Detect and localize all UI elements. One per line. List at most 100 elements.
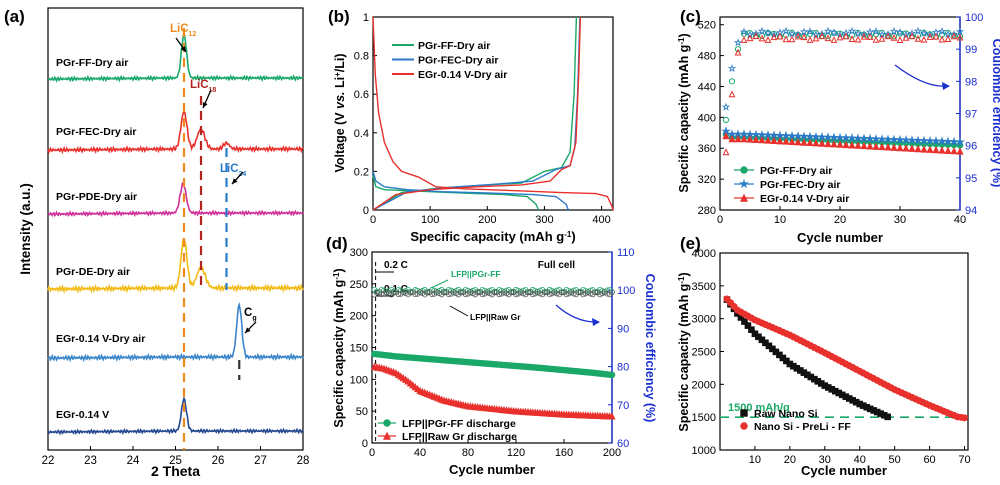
series-label: EGr-0.14 V-Dry air bbox=[56, 333, 145, 345]
y-tick-label: 0.4 bbox=[354, 128, 369, 140]
y2-tick-label: 95 bbox=[965, 173, 977, 185]
x-tick-label: 28 bbox=[297, 455, 310, 467]
capacity-point bbox=[608, 412, 616, 420]
label-pointer bbox=[430, 279, 449, 289]
efficiency-point bbox=[848, 35, 856, 43]
y-tick-label: 300 bbox=[350, 247, 368, 259]
xrd-trace bbox=[47, 32, 304, 83]
efficiency-point bbox=[491, 289, 498, 296]
efficiency-point bbox=[757, 26, 767, 35]
capacity-point bbox=[908, 144, 916, 152]
efficiency-point bbox=[462, 291, 469, 298]
x-axis-label: Cycle number bbox=[801, 463, 887, 478]
capacity-point bbox=[806, 138, 814, 147]
capacity-point bbox=[800, 138, 808, 146]
efficiency-point bbox=[872, 35, 880, 43]
y2-tick-label: 110 bbox=[617, 247, 635, 259]
y-tick-label: 100 bbox=[350, 374, 368, 386]
capacity-point bbox=[740, 135, 748, 143]
efficiency-point bbox=[609, 289, 615, 296]
arrow-head bbox=[245, 327, 251, 333]
discharge-curve bbox=[372, 16, 614, 211]
efficiency-point bbox=[842, 32, 850, 40]
efficiency-point bbox=[884, 32, 892, 40]
discharge-curve bbox=[372, 175, 540, 211]
capacity-point bbox=[812, 139, 820, 147]
capacity-point bbox=[752, 135, 760, 143]
efficiency-point bbox=[751, 29, 761, 38]
efficiency-point bbox=[429, 291, 435, 298]
efficiency-point bbox=[474, 289, 481, 296]
y-tick-label: 1000 bbox=[692, 445, 716, 457]
y2-tick-label: 90 bbox=[617, 323, 629, 335]
capacity-point bbox=[722, 131, 730, 140]
capacity-point bbox=[955, 136, 965, 147]
y2-tick-label: 96 bbox=[965, 141, 977, 153]
capacity-point bbox=[728, 135, 736, 143]
y-tick-label: 520 bbox=[698, 20, 716, 32]
legend-label: PGr-FEC-Dry air bbox=[418, 55, 499, 67]
series-label: PGr-FF-Dry air bbox=[56, 57, 128, 69]
x-tick-label: 0 bbox=[369, 447, 375, 459]
capacity-point bbox=[788, 137, 796, 146]
reference-label: LiC12 bbox=[170, 23, 196, 38]
y-tick-label: 320 bbox=[698, 174, 716, 186]
series-label: PGr-PDE-Dry air bbox=[56, 191, 137, 203]
capacity-point bbox=[758, 136, 766, 144]
efficiency-point bbox=[513, 291, 519, 298]
y2-tick-label: 99 bbox=[965, 44, 977, 56]
efficiency-point bbox=[407, 289, 414, 296]
efficiency-label: LFP||PGr-FF bbox=[451, 269, 501, 279]
efficiency-point bbox=[955, 27, 965, 36]
efficiency-point bbox=[781, 26, 791, 35]
efficiency-point bbox=[575, 289, 582, 296]
efficiency-point bbox=[824, 34, 832, 42]
panel-label: (a) bbox=[4, 7, 25, 26]
efficiency-point bbox=[806, 36, 814, 43]
efficiency-point bbox=[889, 26, 899, 36]
y-tick-label: 50 bbox=[356, 406, 368, 418]
cell-label: Full cell bbox=[538, 260, 575, 271]
efficiency-point bbox=[787, 29, 797, 38]
x-tick-label: 0 bbox=[370, 214, 376, 226]
y2-tick-label: 97 bbox=[965, 109, 977, 121]
capacity-point bbox=[824, 139, 832, 148]
capacity-point bbox=[866, 142, 874, 150]
efficiency-point bbox=[558, 289, 565, 296]
x-axis-label: Cycle number bbox=[797, 230, 883, 245]
efficiency-point bbox=[914, 34, 922, 42]
y-tick-label: 1 bbox=[363, 12, 369, 24]
legend-marker bbox=[739, 178, 749, 189]
efficiency-point bbox=[805, 27, 815, 36]
x-tick-label: 40 bbox=[954, 214, 966, 226]
capacity-point bbox=[770, 136, 778, 144]
xrd-trace bbox=[47, 396, 304, 436]
data-point bbox=[748, 326, 755, 333]
x-tick-label: 40 bbox=[414, 447, 426, 459]
capacity-point bbox=[932, 146, 940, 154]
x-tick-label: 200 bbox=[478, 214, 496, 226]
efficiency-point bbox=[739, 27, 749, 36]
y-tick-label: 0.2 bbox=[354, 166, 369, 178]
capacity-point bbox=[848, 141, 856, 149]
capacity-point bbox=[950, 147, 958, 155]
efficiency-point bbox=[799, 27, 809, 36]
x-tick-label: 50 bbox=[889, 454, 901, 466]
efficiency-point bbox=[890, 33, 898, 41]
x-tick-label: 120 bbox=[507, 447, 525, 459]
data-point bbox=[961, 414, 969, 422]
charge-curve bbox=[372, 16, 582, 211]
efficiency-point bbox=[508, 289, 515, 296]
legend-label: PGr-FEC-Dry air bbox=[760, 179, 841, 191]
legend-label: PGr-FF-Dry air bbox=[760, 165, 832, 177]
data-point bbox=[741, 318, 748, 325]
efficiency-point bbox=[740, 36, 748, 43]
y-tick-label: 0.8 bbox=[354, 51, 369, 63]
efficiency-point bbox=[734, 48, 742, 56]
capacity-point bbox=[884, 143, 892, 151]
y-axis-label: Specific capacity (mAh g-1) bbox=[332, 268, 347, 427]
legend-label: EGr-0.14 V-Dry air bbox=[418, 69, 507, 81]
x-tick-label: 40 bbox=[854, 454, 866, 466]
y-tick-label: 1500 bbox=[692, 412, 716, 424]
